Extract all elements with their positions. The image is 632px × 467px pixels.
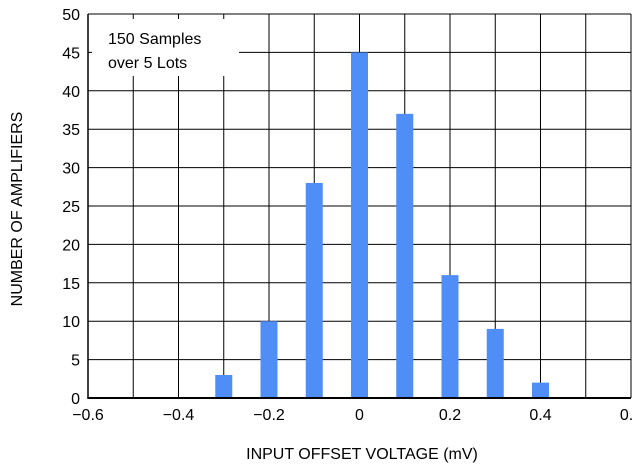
bar bbox=[532, 382, 549, 398]
bar bbox=[396, 113, 414, 398]
annotation-box: 150 Samples over 5 Lots bbox=[92, 19, 239, 76]
x-tick-labels: −0.6 −0.4 −0.2 0 0.2 0.4 0.6 bbox=[72, 407, 632, 424]
y-tick-label: 30 bbox=[62, 161, 80, 178]
annotation-line-1: 150 Samples bbox=[108, 31, 201, 48]
bar bbox=[215, 374, 233, 398]
x-tick-label: 0.2 bbox=[439, 407, 461, 424]
y-tick-label: 15 bbox=[62, 276, 80, 293]
y-tick-label: 5 bbox=[71, 353, 80, 370]
bar bbox=[486, 328, 504, 398]
axes bbox=[87, 14, 631, 399]
bars bbox=[215, 52, 549, 399]
y-tick-label: 50 bbox=[62, 7, 80, 24]
y-tick-label: 10 bbox=[62, 314, 80, 331]
x-tick-label: −0.4 bbox=[163, 407, 195, 424]
x-tick-label: 0.6 bbox=[620, 407, 632, 424]
x-tick-label: 0.4 bbox=[529, 407, 551, 424]
annotation-line-2: over 5 Lots bbox=[108, 55, 187, 72]
y-tick-label: 35 bbox=[62, 122, 80, 139]
bar bbox=[305, 182, 323, 398]
y-tick-label: 25 bbox=[62, 199, 80, 216]
x-tick-label: −0.6 bbox=[72, 407, 104, 424]
x-tick-label: −0.2 bbox=[253, 407, 285, 424]
bar bbox=[351, 52, 368, 399]
x-axis-title: INPUT OFFSET VOLTAGE (mV) bbox=[246, 446, 478, 463]
y-tick-label: 0 bbox=[71, 391, 80, 408]
bar bbox=[260, 321, 278, 398]
y-axis-title: NUMBER OF AMPLIFIERS bbox=[9, 112, 26, 307]
bar bbox=[441, 275, 459, 398]
y-tick-label: 20 bbox=[62, 237, 80, 254]
x-tick-label: 0 bbox=[355, 407, 364, 424]
y-tick-labels: 0 5 10 15 20 25 30 35 40 45 50 bbox=[62, 7, 80, 408]
y-tick-label: 45 bbox=[62, 45, 80, 62]
y-tick-label: 40 bbox=[62, 84, 80, 101]
